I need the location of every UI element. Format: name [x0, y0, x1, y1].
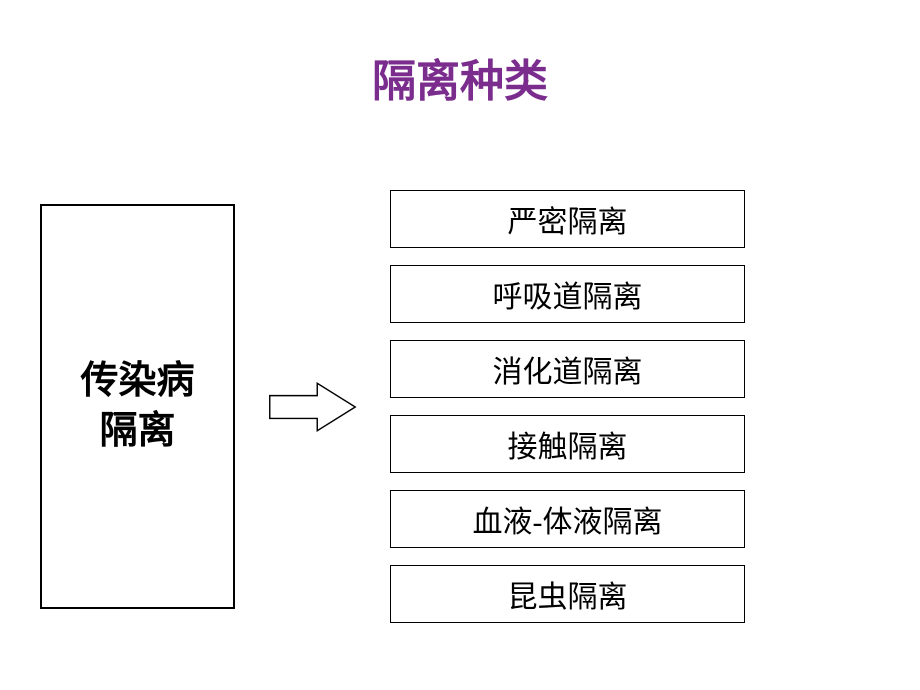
category-label: 接触隔离 — [508, 422, 628, 466]
category-item: 消化道隔离 — [390, 340, 745, 398]
title-text: 隔离种类 — [372, 57, 548, 106]
category-item: 呼吸道隔离 — [390, 265, 745, 323]
source-box: 传染病 隔离 — [40, 204, 235, 609]
category-list: 严密隔离 呼吸道隔离 消化道隔离 接触隔离 血液-体液隔离 昆虫隔离 — [390, 190, 745, 623]
category-item: 严密隔离 — [390, 190, 745, 248]
category-item: 血液-体液隔离 — [390, 490, 745, 548]
diagram-title: 隔离种类 — [0, 0, 920, 109]
diagram-content: 传染病 隔离 严密隔离 呼吸道隔离 消化道隔离 接触隔离 血液-体液隔离 昆虫隔… — [0, 190, 920, 623]
category-label: 呼吸道隔离 — [493, 272, 643, 316]
category-label: 昆虫隔离 — [508, 572, 628, 616]
arrow-svg — [265, 376, 360, 438]
category-label: 严密隔离 — [508, 197, 628, 241]
source-line2: 隔离 — [99, 410, 175, 452]
source-line1: 传染病 — [80, 360, 194, 402]
category-item: 接触隔离 — [390, 415, 745, 473]
category-label: 血液-体液隔离 — [473, 497, 663, 541]
arrow-icon — [265, 376, 360, 438]
category-label: 消化道隔离 — [493, 347, 643, 391]
source-box-text: 传染病 隔离 — [80, 357, 194, 456]
category-item: 昆虫隔离 — [390, 565, 745, 623]
